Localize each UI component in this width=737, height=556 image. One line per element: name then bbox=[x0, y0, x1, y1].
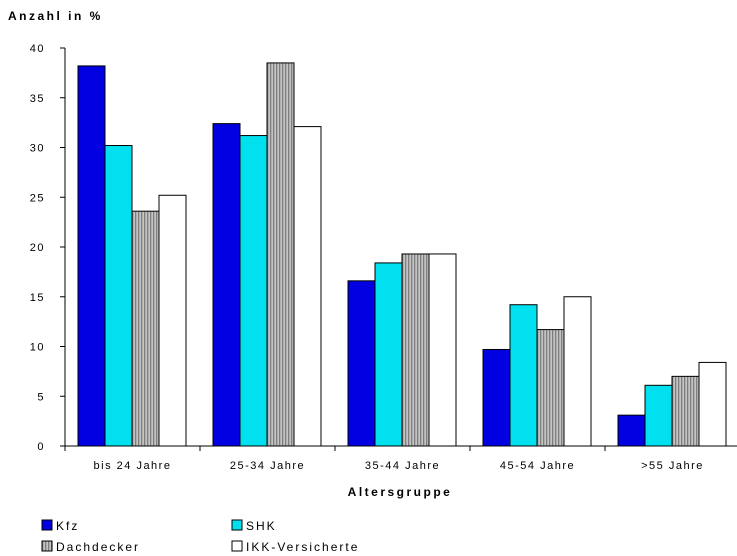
legend-swatch bbox=[231, 540, 243, 552]
y-tick-label: 40 bbox=[30, 43, 45, 55]
bar-ikk-versicherte bbox=[563, 296, 592, 447]
legend-label: SHK bbox=[246, 519, 277, 533]
y-tick-label: 15 bbox=[30, 292, 45, 304]
y-tick-label: 30 bbox=[30, 143, 45, 155]
bar-dachdecker bbox=[536, 329, 565, 447]
legend-label: Kfz bbox=[56, 519, 79, 533]
x-tick-label: 45-54 Jahre bbox=[500, 460, 575, 472]
x-tick-label: bis 24 Jahre bbox=[94, 460, 172, 472]
bar-kfz bbox=[617, 414, 646, 447]
bar-dachdecker bbox=[266, 62, 295, 447]
x-tick-label: 35-44 Jahre bbox=[365, 460, 440, 472]
bar-dachdecker bbox=[401, 253, 430, 447]
bar-shk bbox=[104, 145, 133, 447]
y-axis-title: Anzahl in % bbox=[8, 9, 103, 23]
x-axis-title: Altersgruppe bbox=[348, 485, 453, 499]
legend-swatch bbox=[41, 519, 53, 531]
bar-dachdecker bbox=[131, 210, 160, 447]
y-tick-label: 35 bbox=[30, 93, 45, 105]
legend-label: IKK-Versicherte bbox=[246, 540, 359, 554]
bar-kfz bbox=[347, 280, 376, 447]
x-tick-label: 25-34 Jahre bbox=[230, 460, 305, 472]
legend: Kfz SHK Dachdecker IKK-Versicherte bbox=[41, 519, 359, 554]
bar-shk bbox=[509, 304, 538, 447]
y-tick-label: 10 bbox=[30, 342, 45, 354]
legend-swatch bbox=[231, 519, 243, 531]
bar-shk bbox=[374, 262, 403, 447]
x-tick-label: >55 Jahre bbox=[641, 460, 704, 472]
bar-kfz bbox=[482, 348, 511, 447]
bar-ikk-versicherte bbox=[428, 253, 457, 447]
y-axis: 0 5 10 15 20 25 30 35 40 bbox=[30, 43, 66, 453]
bar-ikk-versicherte bbox=[293, 126, 322, 447]
y-tick-label: 25 bbox=[30, 192, 45, 204]
bars bbox=[77, 62, 727, 447]
legend-swatch bbox=[41, 540, 53, 552]
bar-dachdecker bbox=[671, 375, 700, 447]
bar-ikk-versicherte bbox=[158, 194, 187, 447]
bar-kfz bbox=[212, 123, 241, 447]
y-tick-label: 20 bbox=[30, 242, 45, 254]
x-axis: bis 24 Jahre 25-34 Jahre 35-44 Jahre 45-54 … bbox=[64, 445, 737, 472]
bar-shk bbox=[644, 384, 673, 447]
y-tick-label: 5 bbox=[37, 391, 45, 403]
y-tick-label: 0 bbox=[37, 441, 45, 453]
bar-shk bbox=[239, 135, 268, 447]
legend-label: Dachdecker bbox=[56, 540, 140, 554]
bar-ikk-versicherte bbox=[698, 361, 727, 447]
bar-kfz bbox=[77, 65, 106, 447]
